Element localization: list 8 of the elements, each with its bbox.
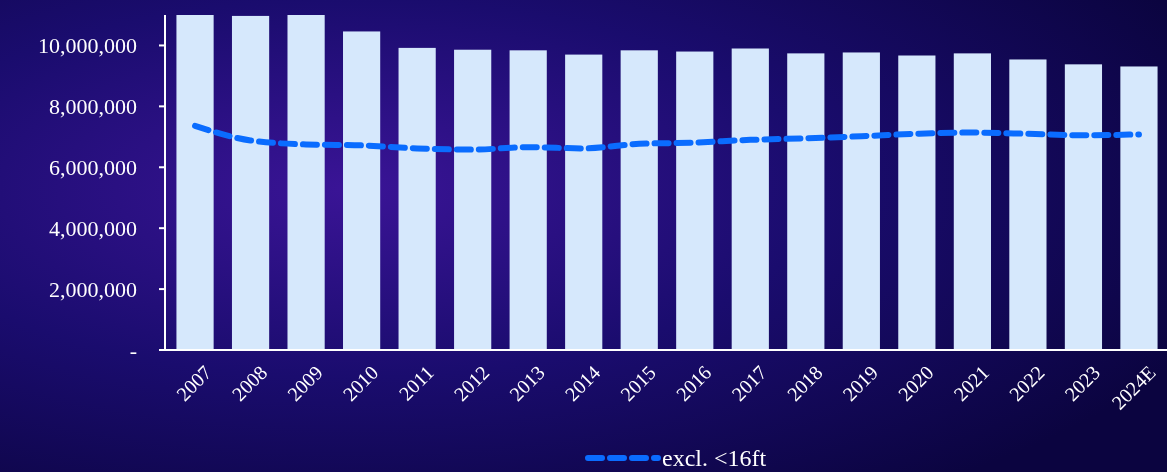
y-tick-label: 4,000,000 — [49, 215, 137, 241]
y-tick-label: 6,000,000 — [49, 154, 137, 180]
y-tick-label: - — [129, 337, 137, 363]
y-tick-label: 8,000,000 — [49, 94, 137, 120]
y-tick-label: 10,000,000 — [38, 33, 137, 59]
legend-label: excl. <16ft — [662, 445, 767, 472]
x-tick-label: 2011 — [394, 361, 438, 405]
y-tick-label: 2,000,000 — [49, 276, 137, 302]
